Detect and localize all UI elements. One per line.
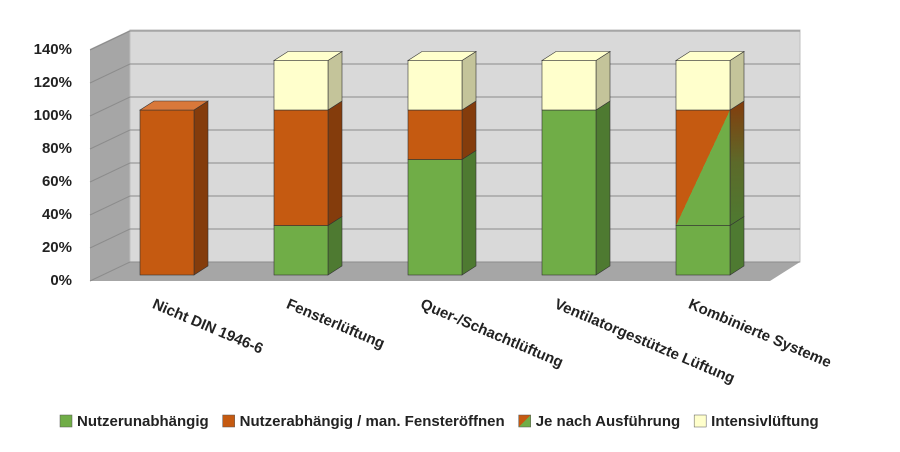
- bar-segment: [273, 225, 329, 276]
- y-tick-label: 60%: [42, 173, 72, 190]
- bar-side: [461, 50, 477, 111]
- bar-segment: [139, 109, 195, 276]
- bar-side: [327, 100, 343, 227]
- legend-label: Je nach Ausführung: [536, 413, 680, 430]
- y-tick-label: 100%: [34, 107, 72, 124]
- x-tick-label: Fensterlüftung: [284, 296, 387, 353]
- bar-side: [461, 149, 477, 276]
- bar-side: [729, 50, 745, 111]
- bar-side: [461, 100, 477, 161]
- bar-side: [595, 100, 611, 276]
- bar-side: [729, 100, 745, 227]
- x-tick-label: Quer-/Schachtlüftung: [418, 296, 566, 372]
- bar-segment: [541, 60, 597, 111]
- y-tick-label: 80%: [42, 140, 72, 157]
- legend-label: Nutzerunabhängig: [77, 413, 209, 430]
- y-tick-label: 140%: [34, 41, 72, 58]
- left-wall: [90, 30, 130, 281]
- bar-side: [327, 50, 343, 111]
- bar-side: [193, 100, 209, 276]
- bar-segment: [273, 109, 329, 226]
- legend-swatch: [222, 414, 235, 428]
- y-tick-label: 0%: [50, 272, 72, 289]
- legend-label: Nutzerabhängig / man. Fensteröffnen: [240, 413, 505, 430]
- bar-top: [674, 51, 746, 61]
- y-tick-label: 20%: [42, 239, 72, 256]
- bar-segment: [407, 109, 463, 160]
- bar-top: [272, 51, 344, 61]
- bar-side: [729, 215, 745, 276]
- legend-swatch: [693, 414, 707, 428]
- bar-segment: [407, 60, 463, 111]
- bar-top: [406, 51, 478, 61]
- grid-line: [89, 30, 800, 51]
- y-tick-label: 40%: [42, 206, 72, 223]
- y-tick-label: 120%: [34, 74, 72, 91]
- bar-side: [595, 50, 611, 111]
- bar-segment: [273, 60, 329, 111]
- bar-top: [540, 51, 612, 61]
- bar-segment: [541, 109, 597, 276]
- legend-swatch: [518, 414, 531, 428]
- legend-label: Intensivlüftung: [711, 413, 819, 430]
- bar-top: [138, 100, 210, 111]
- legend-swatch: [59, 414, 73, 428]
- x-tick-label: Nicht DIN 1946-6: [150, 296, 266, 358]
- bar-side: [327, 215, 343, 276]
- bar-segment: [675, 60, 731, 111]
- bar-segment: [675, 109, 731, 226]
- bar-segment: [407, 159, 463, 276]
- bar-segment: [675, 225, 731, 276]
